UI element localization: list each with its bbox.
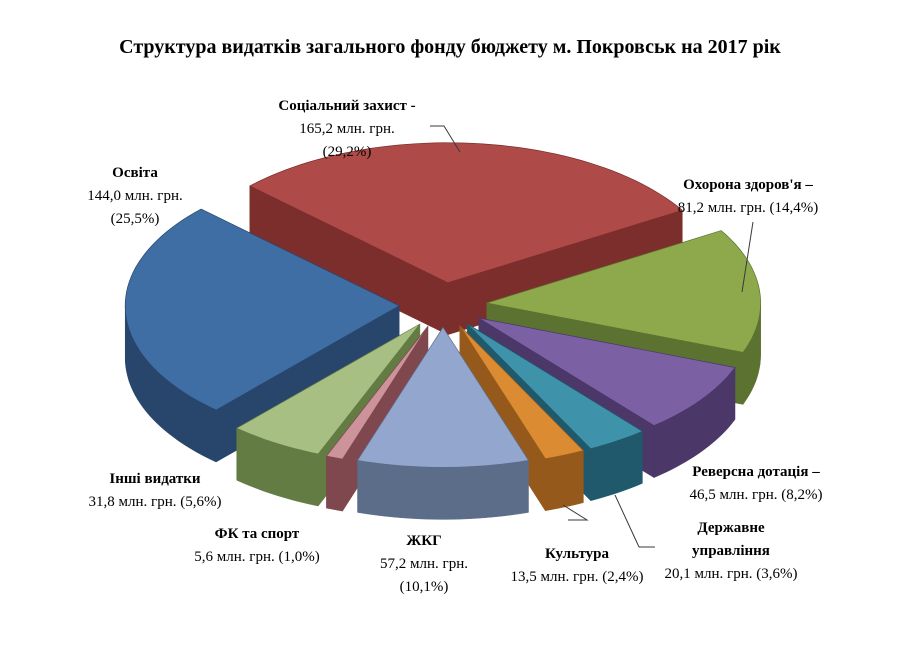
chart-title: Структура видатків загального фонду бюдж… xyxy=(119,36,781,58)
leader-line-Культура xyxy=(562,504,589,521)
pie-slice-ЖКГ xyxy=(357,327,529,520)
leader-line-Соціальний захист xyxy=(430,125,461,153)
leader-line-Державне управління xyxy=(614,494,655,548)
leader-line-Охорона здоров'я xyxy=(741,221,754,293)
